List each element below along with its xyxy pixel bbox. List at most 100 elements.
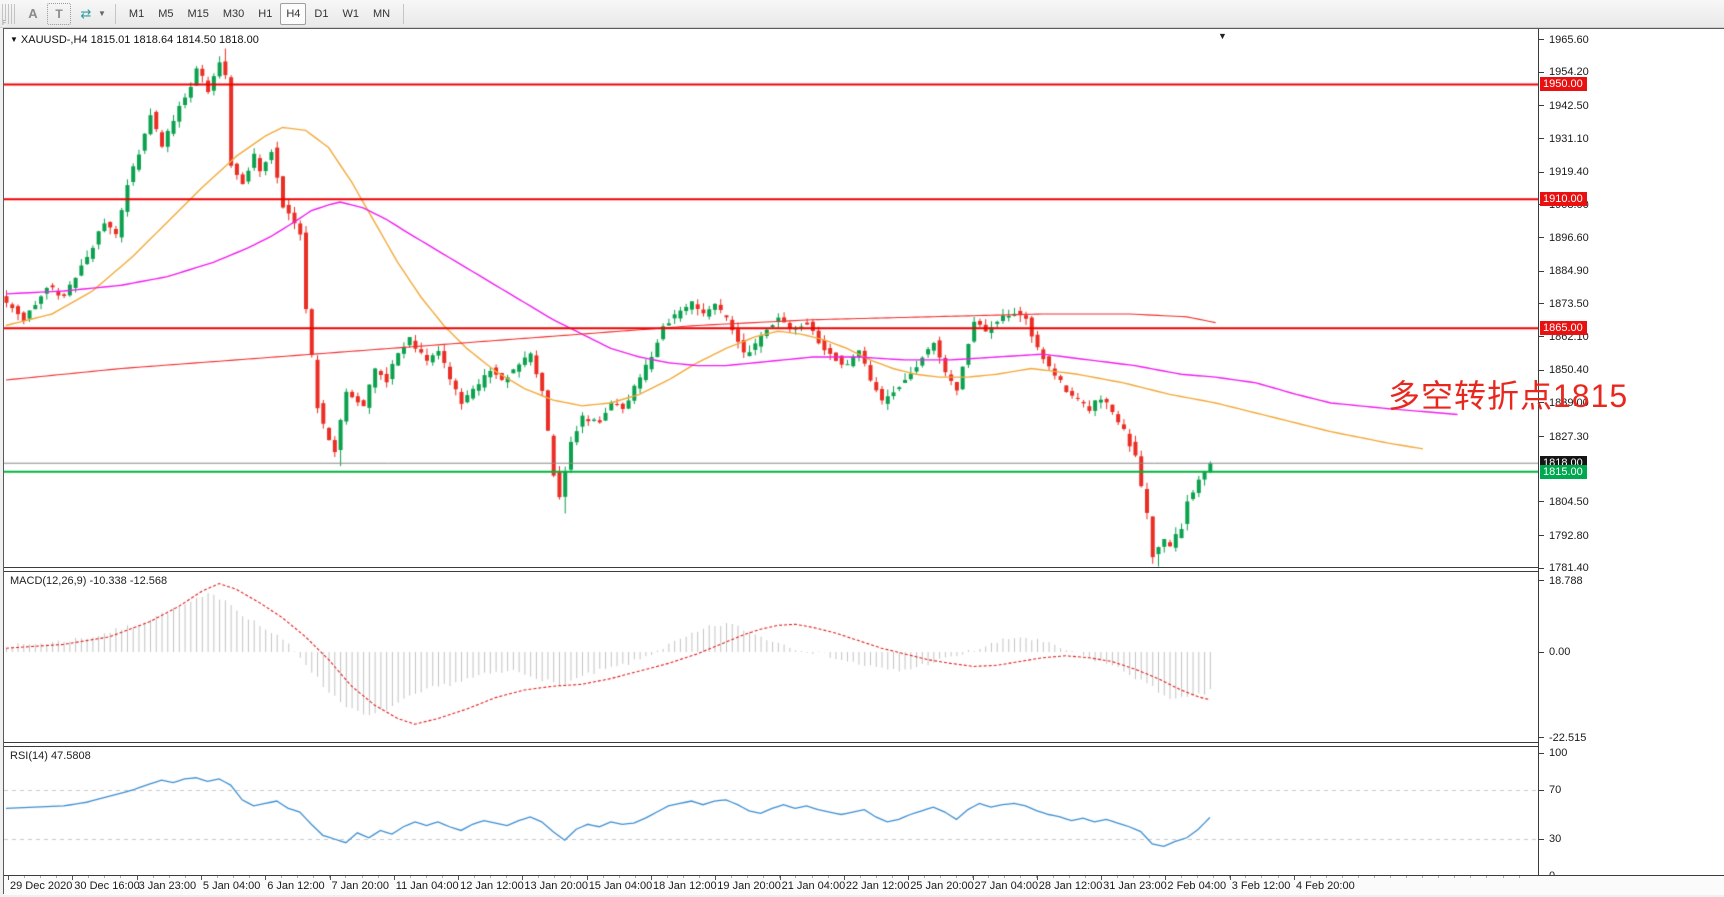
chevron-down-icon[interactable]: ▼ — [98, 9, 106, 18]
axis-tick-label: 0.00 — [1549, 646, 1571, 658]
time-axis-label: 27 Jan 04:00 — [974, 880, 1039, 892]
time-minor-tick — [795, 876, 797, 878]
time-tick-mark — [843, 876, 845, 880]
macd-indicator-label: MACD(12,26,9) -10.338 -12.568 — [10, 575, 168, 587]
time-minor-tick — [1068, 876, 1070, 878]
time-minor-tick — [1052, 876, 1054, 878]
axis-tick-mark — [1538, 171, 1544, 173]
time-tick-mark — [200, 876, 202, 880]
axis-tick-mark — [1538, 138, 1544, 140]
time-minor-tick — [666, 876, 668, 878]
time-minor-tick — [1486, 876, 1488, 878]
symbol-dropdown-icon[interactable]: ▼ — [10, 35, 18, 44]
time-axis-label: 31 Jan 23:00 — [1103, 880, 1167, 892]
time-minor-tick — [1004, 876, 1006, 878]
time-minor-tick — [875, 876, 877, 878]
timeframe-button-m15[interactable]: M15 — [187, 7, 209, 20]
axis-tick-mark — [1538, 789, 1544, 791]
timeframe-button-h1[interactable]: H1 — [258, 7, 273, 20]
time-minor-tick — [602, 876, 604, 878]
time-minor-tick — [1277, 876, 1279, 878]
time-minor-tick — [506, 876, 508, 878]
time-minor-tick — [1438, 876, 1440, 878]
time-minor-tick — [232, 876, 234, 878]
axis-tick-label: 100 — [1549, 747, 1568, 760]
time-tick-mark — [8, 876, 9, 880]
time-axis-label: 5 Jan 04:00 — [202, 880, 261, 892]
chart-text-annotation: 多空转折点1815 — [1388, 378, 1629, 414]
axis-tick-label: 1954.20 — [1549, 66, 1589, 79]
time-minor-tick — [1422, 876, 1424, 878]
time-minor-tick — [1132, 876, 1134, 878]
axis-tick-mark — [1538, 402, 1544, 404]
timeframe-button-h4[interactable]: H4 — [280, 2, 307, 25]
time-minor-tick — [1116, 876, 1118, 878]
axis-tick-mark — [1538, 580, 1544, 582]
time-tick-mark — [458, 876, 460, 880]
axis-tick-label: 1896.60 — [1549, 231, 1589, 244]
time-tick-mark — [972, 876, 974, 880]
timeframe-button-group: M1 M5 M15 M30 H1 H4 D1 W1 MN — [122, 2, 397, 25]
time-minor-tick — [184, 876, 186, 878]
macd-pane-canvas[interactable] — [4, 572, 1538, 742]
axis-tick-mark — [1538, 501, 1544, 503]
time-tick-mark — [908, 876, 910, 880]
time-axis-label: 3 Jan 23:00 — [138, 880, 197, 892]
time-minor-tick — [554, 876, 556, 878]
timeframe-button-m30[interactable]: M30 — [222, 7, 245, 20]
main-chart-canvas[interactable] — [4, 31, 1538, 567]
toolbar-handle-icon[interactable]: F — [2, 3, 16, 27]
time-tick-mark — [1294, 876, 1295, 880]
price-level-label: 1910.00 — [1540, 192, 1587, 207]
pane-separator[interactable] — [4, 567, 1538, 572]
timeframe-button-w1[interactable]: W1 — [342, 7, 359, 20]
time-minor-tick — [731, 876, 733, 878]
chart-shift-marker-icon[interactable]: ▼ — [1218, 31, 1227, 41]
axis-tick-label: 1781.40 — [1549, 562, 1589, 575]
time-tick-mark — [586, 876, 588, 880]
axis-tick-mark — [1538, 336, 1544, 338]
axis-tick-mark — [1538, 369, 1544, 371]
time-minor-tick — [1020, 876, 1022, 878]
axis-tick-mark — [1538, 39, 1544, 41]
time-minor-tick — [474, 876, 476, 878]
pane-separator[interactable] — [4, 742, 1538, 747]
time-minor-tick — [1261, 876, 1263, 878]
rsi-pane-canvas[interactable] — [4, 747, 1538, 875]
time-minor-tick — [1390, 876, 1392, 878]
axis-tick-mark — [1538, 567, 1544, 569]
time-axis: 29 Dec 2020 30 Dec 16:00 3 Jan 23:00 5 Jan … — [4, 875, 1724, 895]
time-minor-tick — [425, 876, 427, 878]
time-tick-mark — [72, 876, 74, 880]
axis-tick-label: 1965.60 — [1549, 33, 1589, 46]
axis-tick-mark — [1538, 71, 1544, 73]
font-tool-button[interactable]: A — [28, 6, 38, 21]
time-axis-label: 12 Jan 12:00 — [460, 880, 524, 892]
time-minor-tick — [1325, 876, 1327, 878]
text-tool-button[interactable]: T — [47, 2, 71, 25]
time-tick-mark — [329, 876, 331, 880]
axis-tick-label: 1850.40 — [1549, 364, 1589, 377]
axis-tick-mark — [1538, 838, 1544, 840]
time-minor-tick — [763, 876, 765, 878]
time-minor-tick — [827, 876, 829, 878]
time-minor-tick — [618, 876, 620, 878]
timeframe-button-m5[interactable]: M5 — [158, 7, 174, 20]
time-minor-tick — [682, 876, 684, 878]
time-minor-tick — [104, 876, 106, 878]
time-minor-tick — [24, 876, 26, 878]
time-minor-tick — [1181, 876, 1183, 878]
time-minor-tick — [1470, 876, 1472, 878]
timeframe-button-d1[interactable]: D1 — [314, 7, 329, 20]
time-axis-label: 22 Jan 12:00 — [845, 880, 910, 892]
time-minor-tick — [988, 876, 990, 878]
axis-tick-label: 1804.50 — [1549, 495, 1589, 508]
time-axis-label: 13 Jan 20:00 — [524, 880, 589, 892]
time-minor-tick — [891, 876, 893, 878]
timeframe-button-mn[interactable]: MN — [372, 7, 391, 20]
time-tick-mark — [1229, 876, 1231, 880]
time-tick-mark — [779, 876, 781, 880]
timeframe-button-m1[interactable]: M1 — [128, 7, 145, 20]
objects-icon[interactable]: ⇄ — [80, 5, 92, 21]
time-tick-mark — [715, 876, 717, 880]
